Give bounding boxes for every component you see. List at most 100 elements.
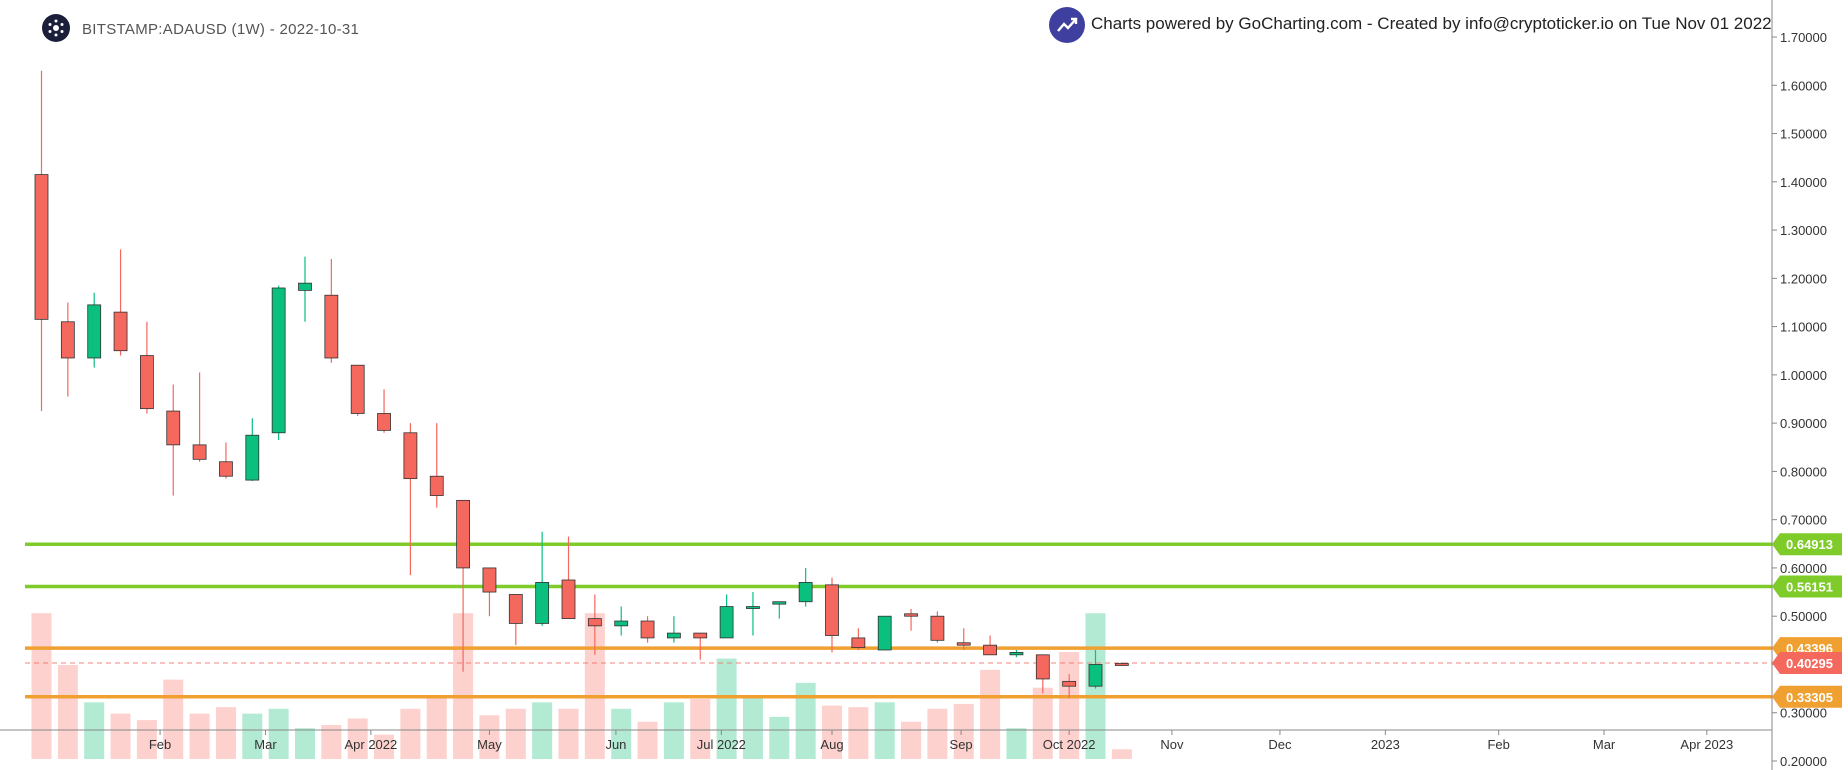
candle bbox=[87, 292, 102, 368]
price-tick-label: 0.20000 bbox=[1780, 754, 1827, 769]
level-label: 0.33305 bbox=[1786, 690, 1833, 705]
candle-body bbox=[587, 618, 602, 627]
candle bbox=[482, 567, 497, 617]
volume-bar bbox=[163, 679, 184, 759]
candle bbox=[904, 608, 918, 631]
candle bbox=[614, 606, 629, 636]
volume-bar bbox=[980, 669, 1001, 759]
candle-body bbox=[271, 287, 286, 434]
last-price-label-bg bbox=[1772, 652, 1842, 675]
price-tick-label: 1.60000 bbox=[1780, 78, 1827, 93]
volume-bar bbox=[242, 713, 263, 759]
price-tick-label: 0.50000 bbox=[1780, 609, 1827, 624]
time-tick-label: May bbox=[477, 737, 502, 752]
volume-bar bbox=[426, 697, 447, 759]
candle-body bbox=[192, 444, 207, 460]
volume-bar bbox=[505, 708, 526, 759]
candle-body bbox=[535, 582, 550, 624]
time-tick-label: Jul 2022 bbox=[697, 737, 746, 752]
candle-body bbox=[324, 294, 339, 359]
candle bbox=[113, 249, 128, 356]
volume-bar bbox=[84, 702, 105, 759]
time-tick-label: 2023 bbox=[1371, 737, 1400, 752]
volume-bar bbox=[611, 708, 632, 759]
price-tick-label: 1.50000 bbox=[1780, 127, 1827, 142]
level-label-bg bbox=[1772, 575, 1842, 598]
candle-body bbox=[219, 461, 233, 477]
time-tick-label: Feb bbox=[149, 737, 171, 752]
candle-body bbox=[1009, 652, 1024, 656]
time-tick-label: Apr 2022 bbox=[344, 737, 397, 752]
price-tick-label: 0.60000 bbox=[1780, 561, 1827, 576]
price-tick-label: 1.70000 bbox=[1780, 30, 1827, 45]
volume-bar bbox=[374, 734, 395, 759]
candle-body bbox=[403, 432, 418, 480]
level-label-bg bbox=[1772, 685, 1842, 708]
candle-body bbox=[746, 606, 760, 609]
level-label-bg bbox=[1772, 533, 1842, 556]
candle bbox=[298, 256, 312, 322]
candle bbox=[377, 389, 391, 433]
candle-body bbox=[245, 434, 260, 481]
level-label: 0.64913 bbox=[1786, 537, 1833, 552]
candle bbox=[271, 285, 286, 441]
volume-bar bbox=[742, 695, 763, 759]
candle bbox=[877, 615, 892, 651]
candle bbox=[60, 302, 75, 397]
candle-body bbox=[667, 632, 681, 639]
volume-bar bbox=[532, 702, 553, 759]
volume-bar bbox=[321, 724, 342, 759]
price-tick-label: 0.30000 bbox=[1780, 706, 1827, 721]
candle bbox=[456, 499, 471, 672]
time-tick-label: Mar bbox=[1593, 737, 1616, 752]
candle bbox=[429, 423, 444, 508]
candle-body bbox=[482, 567, 497, 593]
volume-bar bbox=[479, 715, 500, 759]
time-axis: Feb Mar Apr 2022 May Jun Jul 2022 Aug Sep Oct 20… bbox=[0, 729, 1772, 752]
time-tick-label: Feb bbox=[1487, 737, 1509, 752]
candle-body bbox=[983, 644, 997, 656]
time-tick-label: Nov bbox=[1160, 737, 1184, 752]
volume-bar bbox=[927, 708, 948, 759]
volume-bar bbox=[347, 718, 368, 759]
volume-bar bbox=[189, 713, 210, 759]
candle-body bbox=[561, 579, 576, 620]
candle-body bbox=[377, 413, 391, 431]
volume-bar bbox=[637, 721, 658, 759]
candle-body bbox=[34, 174, 49, 320]
candle bbox=[139, 321, 154, 414]
time-tick-label: Dec bbox=[1268, 737, 1292, 752]
candle-body bbox=[956, 642, 971, 646]
candle bbox=[34, 70, 49, 412]
time-tick-label: Jun bbox=[605, 737, 626, 752]
volume-bar bbox=[1032, 687, 1053, 759]
price-tick-label: 1.10000 bbox=[1780, 320, 1827, 335]
gocharting-trend-icon bbox=[1049, 7, 1085, 43]
candle bbox=[219, 442, 233, 479]
volume-bar bbox=[110, 713, 131, 759]
cardano-logo-icon bbox=[42, 14, 70, 42]
candle-body bbox=[429, 475, 444, 496]
volume-bar bbox=[400, 708, 421, 759]
price-tick-label: 0.80000 bbox=[1780, 464, 1827, 479]
candle bbox=[403, 423, 418, 576]
candle-body bbox=[825, 584, 839, 636]
candle-body bbox=[298, 282, 312, 291]
candle-body bbox=[139, 355, 154, 410]
candle bbox=[192, 372, 207, 462]
volume-bar bbox=[1111, 749, 1132, 759]
candle bbox=[1088, 649, 1103, 689]
candle bbox=[350, 364, 365, 416]
volume-bar bbox=[769, 716, 790, 759]
candle bbox=[1009, 649, 1024, 658]
volume-bar bbox=[663, 702, 684, 759]
volume-bar bbox=[901, 721, 922, 759]
candle bbox=[825, 577, 839, 653]
volume-bar bbox=[1006, 728, 1027, 759]
candle-body bbox=[798, 582, 813, 603]
volume-bar bbox=[795, 682, 816, 759]
volume-bar bbox=[215, 707, 236, 759]
candle bbox=[693, 632, 708, 660]
